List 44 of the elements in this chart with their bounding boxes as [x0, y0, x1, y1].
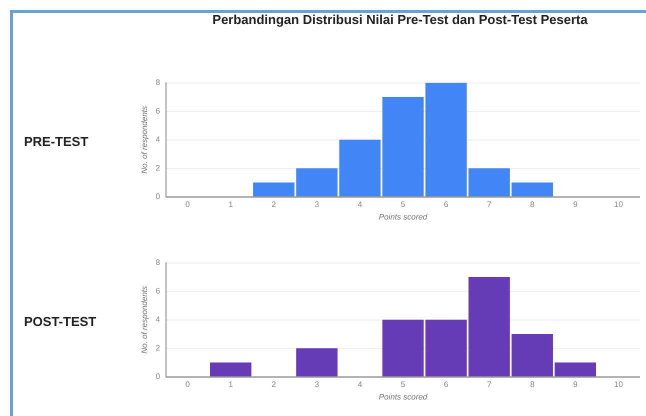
bar	[339, 140, 381, 196]
x-tick-label: 10	[614, 380, 624, 389]
y-tick-label: 6	[156, 106, 161, 116]
bar	[382, 320, 424, 376]
x-tick-label: 9	[573, 380, 578, 389]
x-tick-label: 2	[272, 200, 277, 209]
y-axis-title: No. of respondents	[140, 106, 150, 174]
x-tick-label: 3	[314, 380, 320, 389]
x-tick-label: 1	[228, 380, 234, 389]
y-tick-label: 0	[156, 372, 161, 382]
x-tick-label: 1	[228, 200, 234, 209]
y-tick-label: 6	[156, 286, 161, 296]
x-axis-title: Points scored	[378, 212, 428, 222]
x-tick-label: 6	[444, 380, 449, 389]
x-tick-label: 0	[185, 200, 190, 209]
bar	[210, 362, 252, 376]
y-tick-label: 8	[156, 78, 161, 88]
x-tick-label: 7	[486, 200, 492, 209]
y-tick-label: 4	[156, 315, 161, 324]
x-tick-label: 6	[444, 200, 449, 209]
bar	[296, 348, 338, 376]
x-tick-label: 7	[486, 380, 492, 389]
x-tick-label: 8	[530, 200, 536, 209]
text: POST-TEST	[24, 314, 96, 329]
y-tick-label: 8	[156, 258, 161, 268]
x-tick-label: 2	[272, 380, 277, 389]
y-tick-label: 4	[156, 135, 161, 144]
x-tick-label: 4	[358, 380, 363, 389]
chart-title: Perbandingan Distribusi Nilai Pre-Test dan Post-Test Peserta	[211, 12, 589, 27]
text: PRE-TEST	[24, 134, 88, 149]
y-tick-label: 2	[156, 164, 161, 173]
x-tick-label: 10	[614, 200, 624, 209]
x-tick-label: 5	[400, 380, 406, 389]
x-tick-label: 8	[530, 380, 536, 389]
x-tick-label: 4	[358, 200, 363, 209]
bar	[382, 97, 424, 196]
x-axis-title: Points scored	[378, 392, 428, 402]
x-tick-label: 5	[400, 200, 406, 209]
y-tick-label: 2	[156, 344, 161, 353]
x-tick-label: 3	[314, 200, 320, 209]
x-tick-label: 9	[573, 200, 578, 209]
x-tick-label: 0	[185, 380, 190, 389]
y-axis-title: No. of respondents	[140, 286, 150, 354]
y-tick-label: 0	[156, 192, 161, 202]
